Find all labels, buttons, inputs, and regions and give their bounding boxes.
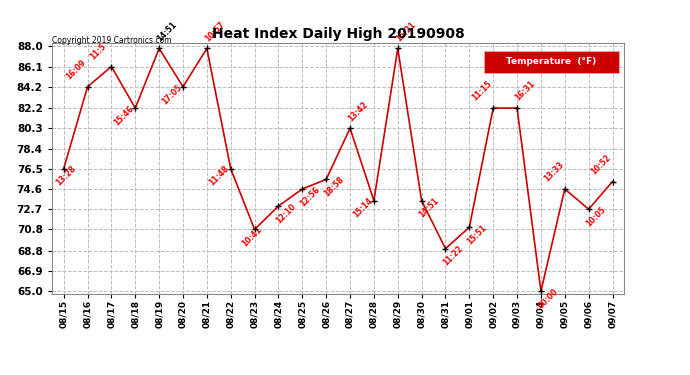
Text: 15:51: 15:51 [465, 223, 489, 246]
Text: 18:58: 18:58 [322, 175, 346, 198]
Text: 10:57: 10:57 [203, 20, 226, 43]
Text: Temperature  (°F): Temperature (°F) [506, 57, 597, 66]
Text: 11:22: 11:22 [442, 244, 465, 268]
Text: 13:33: 13:33 [542, 160, 565, 184]
Text: 15:46: 15:46 [112, 104, 135, 127]
Text: 10:41: 10:41 [240, 225, 264, 249]
Text: 14:51: 14:51 [417, 196, 441, 220]
Text: 16:09: 16:09 [64, 58, 88, 81]
Text: 14:51: 14:51 [155, 20, 179, 43]
FancyBboxPatch shape [484, 51, 619, 73]
Text: Copyright 2019 Cartronics.com: Copyright 2019 Cartronics.com [52, 36, 171, 45]
Text: 15:14: 15:14 [351, 196, 374, 220]
Text: 13:42: 13:42 [346, 99, 369, 123]
Text: 10:52: 10:52 [589, 153, 613, 176]
Title: Heat Index Daily High 20190908: Heat Index Daily High 20190908 [212, 27, 464, 40]
Text: 17:05: 17:05 [160, 82, 184, 106]
Text: 12:10: 12:10 [275, 202, 298, 225]
Text: 11:15: 11:15 [470, 80, 493, 103]
Text: 00:00: 00:00 [537, 287, 560, 310]
Text: 15:21: 15:21 [394, 20, 417, 43]
Text: 13:28: 13:28 [54, 164, 77, 188]
Text: 11:48: 11:48 [208, 164, 231, 188]
Text: 10:05: 10:05 [584, 205, 608, 228]
Text: 12:56: 12:56 [298, 185, 322, 208]
Text: 11:5: 11:5 [88, 42, 108, 61]
Text: 16:31: 16:31 [513, 80, 537, 103]
